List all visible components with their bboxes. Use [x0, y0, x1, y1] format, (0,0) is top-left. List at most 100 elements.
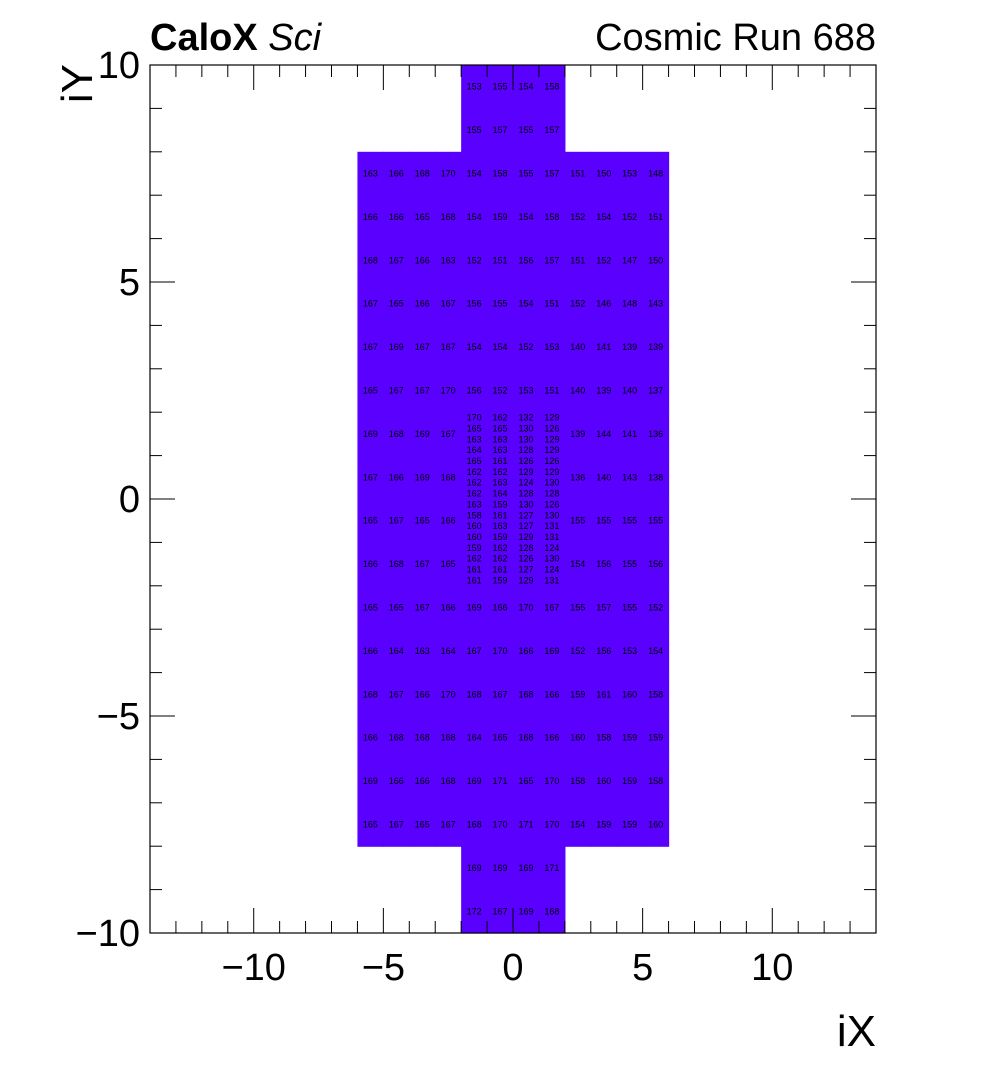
heatmap-cell-label: 167: [441, 299, 456, 309]
heatmap-cell: [590, 238, 618, 283]
heatmap-cell: [435, 195, 462, 240]
heatmap-cell-label: 167: [415, 386, 430, 396]
heatmap-cell: [513, 759, 540, 804]
heatmap-fine-cell: [538, 466, 566, 478]
heatmap-cell-label: 169: [467, 603, 482, 613]
heatmap-cell: [435, 455, 462, 500]
heatmap-cell: [616, 585, 644, 630]
heatmap-cell: [357, 455, 384, 500]
heatmap-cell-label: 168: [441, 212, 456, 222]
heatmap-cell-label: 170: [493, 820, 508, 830]
heatmap-cell: [487, 672, 514, 717]
heatmap-cell: [513, 802, 540, 847]
heatmap-fine-cell: [513, 499, 540, 511]
heatmap-fine-cell-label: 129: [544, 445, 559, 455]
heatmap-cell: [487, 889, 514, 934]
heatmap-fine-cell: [513, 509, 540, 522]
heatmap-fine-cell: [487, 509, 514, 522]
heatmap-cell: [590, 802, 618, 847]
heatmap-cell-label: 168: [518, 733, 533, 743]
y-tick-label: −10: [76, 913, 140, 955]
heatmap-fine-cell-label: 127: [518, 521, 533, 531]
heatmap-cell: [513, 282, 540, 326]
heatmap-cell: [538, 629, 566, 674]
heatmap-fine-cell-label: 129: [544, 434, 559, 444]
heatmap-fine-cell-label: 159: [493, 499, 508, 509]
heatmap-cell: [409, 499, 436, 543]
x-axis-title: iX: [837, 1007, 876, 1056]
heatmap-cell-label: 154: [570, 820, 585, 830]
heatmap-fine-cell: [538, 499, 566, 511]
heatmap-cell: [487, 65, 514, 109]
heatmap-cell-label: 166: [544, 733, 559, 743]
heatmap-cell-label: 166: [389, 212, 404, 222]
heatmap-cell-label: 167: [389, 689, 404, 699]
heatmap-cell-label: 166: [363, 212, 378, 222]
heatmap-cell-label: 152: [493, 386, 508, 396]
heatmap-cell-label: 157: [493, 125, 508, 135]
heatmap-cell-label: 140: [570, 342, 585, 352]
heatmap-cell: [564, 412, 592, 457]
heatmap-fine-cell: [513, 423, 540, 435]
heatmap-fine-cell-label: 128: [518, 489, 533, 499]
heatmap-cell: [538, 151, 566, 196]
heatmap-cell: [461, 65, 488, 109]
heatmap-fine-cell: [461, 520, 488, 533]
heatmap-cell: [564, 629, 592, 674]
heatmap-cell: [513, 716, 540, 760]
heatmap-cell-label: 171: [544, 863, 559, 873]
heatmap-cell-label: 168: [389, 733, 404, 743]
heatmap-cell: [435, 499, 462, 543]
heatmap-cell-label: 167: [441, 429, 456, 439]
heatmap-fine-cell-label: 126: [518, 456, 533, 466]
heatmap-fine-cell-label: 162: [467, 467, 482, 477]
heatmap-fine-cell: [461, 455, 488, 468]
heatmap-cell-label: 167: [389, 820, 404, 830]
heatmap-cell: [383, 672, 410, 717]
heatmap-cell-label: 155: [493, 299, 508, 309]
heatmap-cell: [357, 238, 384, 283]
heatmap-cell-label: 168: [389, 559, 404, 569]
heatmap-cell: [513, 629, 540, 674]
heatmap-cell-label: 153: [518, 386, 533, 396]
heatmap-cell: [513, 195, 540, 240]
heatmap-cell: [357, 282, 384, 326]
heatmap-cell: [642, 672, 670, 717]
heatmap-cell-label: 155: [493, 82, 508, 92]
heatmap-fine-cell-label: 163: [493, 478, 508, 488]
heatmap-cell: [564, 195, 592, 240]
heatmap-fine-cell: [513, 574, 540, 587]
brand-label: CaloX Sci: [150, 17, 323, 59]
heatmap-cell-label: 168: [363, 689, 378, 699]
heatmap-cell-label: 158: [493, 169, 508, 179]
heatmap-fine-cell-label: 161: [493, 510, 508, 520]
heatmap-cell: [383, 455, 410, 500]
heatmap-fine-cell-label: 126: [518, 554, 533, 564]
heatmap-cell: [616, 282, 644, 326]
heatmap-cell-label: 146: [596, 299, 611, 309]
heatmap-cell: [590, 759, 618, 804]
heatmap-cell: [461, 629, 488, 674]
heatmap-fine-cell-label: 161: [493, 456, 508, 466]
heatmap-fine-cell-label: 163: [493, 445, 508, 455]
heatmap-cell-label: 159: [622, 776, 637, 786]
heatmap-cell-label: 167: [441, 820, 456, 830]
heatmap-cell-label: 166: [441, 603, 456, 613]
y-tick-label: 10: [98, 45, 140, 87]
heatmap-cell-label: 167: [415, 603, 430, 613]
heatmap-cell-label: 159: [596, 820, 611, 830]
heatmap-cell: [461, 195, 488, 240]
heatmap-fine-cell: [461, 466, 488, 478]
heatmap-fine-cell-label: 130: [544, 554, 559, 564]
heatmap-cell-label: 165: [493, 733, 508, 743]
heatmap-cell-label: 147: [622, 255, 637, 265]
heatmap-cell-label: 137: [648, 386, 663, 396]
heatmap-cell: [616, 455, 644, 500]
heatmap-cell: [538, 585, 566, 630]
heatmap-cell: [461, 846, 488, 891]
heatmap-cell-label: 166: [363, 733, 378, 743]
heatmap-cell-label: 166: [544, 689, 559, 699]
heatmap-cell-label: 169: [467, 863, 482, 873]
heatmap-cell-label: 155: [596, 516, 611, 526]
heatmap-cell-label: 158: [648, 776, 663, 786]
